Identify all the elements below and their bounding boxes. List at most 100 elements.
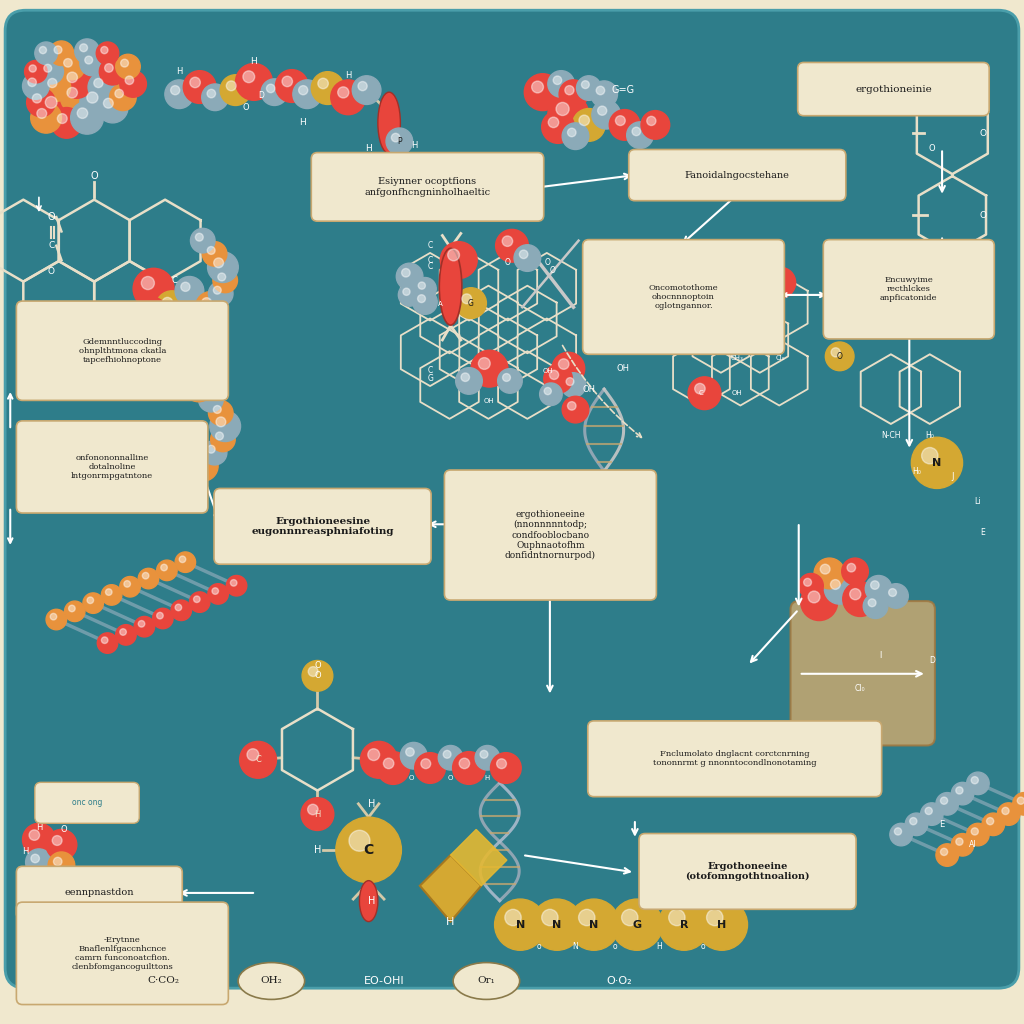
Circle shape bbox=[63, 58, 73, 68]
Circle shape bbox=[986, 817, 993, 824]
Circle shape bbox=[37, 109, 47, 119]
Circle shape bbox=[478, 357, 490, 370]
Text: o: o bbox=[613, 942, 617, 950]
Text: Cl₀: Cl₀ bbox=[855, 684, 865, 692]
Circle shape bbox=[171, 86, 180, 95]
Circle shape bbox=[475, 745, 500, 770]
Circle shape bbox=[647, 117, 656, 126]
Circle shape bbox=[591, 81, 617, 108]
Text: D: D bbox=[258, 91, 264, 99]
FancyBboxPatch shape bbox=[16, 866, 182, 920]
Circle shape bbox=[157, 560, 177, 581]
Circle shape bbox=[202, 84, 228, 111]
Text: G: G bbox=[468, 299, 474, 307]
Circle shape bbox=[691, 269, 703, 282]
Text: OH: OH bbox=[732, 390, 742, 396]
Circle shape bbox=[51, 108, 82, 138]
Circle shape bbox=[162, 297, 173, 308]
Circle shape bbox=[243, 71, 255, 83]
Circle shape bbox=[765, 267, 796, 298]
Circle shape bbox=[210, 411, 241, 441]
Circle shape bbox=[731, 270, 742, 282]
Text: J: J bbox=[951, 472, 953, 480]
Circle shape bbox=[183, 71, 216, 103]
Circle shape bbox=[582, 81, 589, 88]
Circle shape bbox=[199, 387, 223, 412]
Circle shape bbox=[406, 748, 415, 757]
Circle shape bbox=[53, 857, 62, 866]
Circle shape bbox=[503, 374, 510, 381]
Circle shape bbox=[275, 70, 308, 102]
Circle shape bbox=[922, 447, 938, 464]
Circle shape bbox=[142, 572, 148, 579]
Text: O: O bbox=[980, 211, 986, 219]
Text: N: N bbox=[552, 920, 562, 930]
Ellipse shape bbox=[359, 881, 378, 922]
Text: C: C bbox=[699, 390, 703, 396]
Circle shape bbox=[87, 92, 98, 103]
Text: H: H bbox=[345, 72, 351, 80]
Circle shape bbox=[688, 377, 721, 410]
Circle shape bbox=[116, 54, 140, 79]
Circle shape bbox=[400, 742, 427, 769]
Circle shape bbox=[67, 87, 78, 98]
Circle shape bbox=[189, 592, 210, 612]
Circle shape bbox=[190, 228, 215, 253]
Circle shape bbox=[804, 579, 811, 586]
Text: H₀: H₀ bbox=[926, 431, 934, 439]
Ellipse shape bbox=[378, 92, 400, 154]
Circle shape bbox=[156, 291, 188, 324]
Circle shape bbox=[911, 437, 963, 488]
Text: Oncomotothome
ohocnnnoptoin
oglotngannor.: Oncomotothome ohocnnnoptoin oglotngannor… bbox=[649, 284, 718, 310]
Circle shape bbox=[514, 245, 541, 271]
Text: C·CO₂: C·CO₂ bbox=[147, 977, 180, 985]
Circle shape bbox=[598, 106, 607, 116]
Circle shape bbox=[50, 613, 56, 620]
Text: Or₁: Or₁ bbox=[477, 977, 496, 985]
Circle shape bbox=[179, 556, 185, 562]
Text: O: O bbox=[314, 662, 321, 670]
Text: O: O bbox=[90, 171, 98, 181]
Circle shape bbox=[542, 111, 574, 143]
Circle shape bbox=[58, 53, 85, 80]
Circle shape bbox=[23, 823, 55, 856]
Circle shape bbox=[208, 252, 239, 283]
Text: F: F bbox=[395, 158, 399, 166]
Circle shape bbox=[622, 909, 638, 926]
Text: Cl₀: Cl₀ bbox=[775, 355, 785, 361]
Circle shape bbox=[97, 92, 128, 123]
Ellipse shape bbox=[439, 249, 462, 326]
Circle shape bbox=[230, 580, 237, 586]
Text: P: P bbox=[422, 160, 428, 168]
Circle shape bbox=[100, 46, 108, 53]
Text: H-H: H-H bbox=[695, 337, 708, 343]
Text: U: U bbox=[156, 311, 162, 319]
Circle shape bbox=[496, 229, 528, 262]
Circle shape bbox=[456, 288, 486, 318]
Circle shape bbox=[921, 803, 943, 825]
Text: O: O bbox=[60, 825, 67, 834]
Circle shape bbox=[1013, 793, 1024, 815]
Circle shape bbox=[42, 73, 71, 101]
Circle shape bbox=[181, 283, 190, 292]
Circle shape bbox=[799, 573, 823, 598]
Circle shape bbox=[627, 122, 653, 148]
Circle shape bbox=[505, 909, 521, 926]
Circle shape bbox=[540, 383, 562, 406]
Circle shape bbox=[592, 100, 621, 129]
Circle shape bbox=[261, 79, 288, 105]
Circle shape bbox=[443, 751, 451, 758]
Text: o: o bbox=[700, 942, 705, 950]
Text: H: H bbox=[412, 141, 418, 150]
Text: N-CH: N-CH bbox=[881, 431, 901, 439]
Circle shape bbox=[157, 612, 163, 618]
Text: Ergothioneesine
eugonnnreasphniafoting: Ergothioneesine eugonnnreasphniafoting bbox=[251, 517, 394, 536]
Circle shape bbox=[502, 236, 513, 247]
Circle shape bbox=[194, 457, 204, 467]
Text: CH: CH bbox=[755, 335, 765, 341]
Circle shape bbox=[565, 86, 574, 95]
Circle shape bbox=[203, 440, 227, 465]
Circle shape bbox=[226, 575, 247, 596]
Circle shape bbox=[641, 111, 670, 139]
Text: CH₃: CH₃ bbox=[731, 355, 743, 361]
